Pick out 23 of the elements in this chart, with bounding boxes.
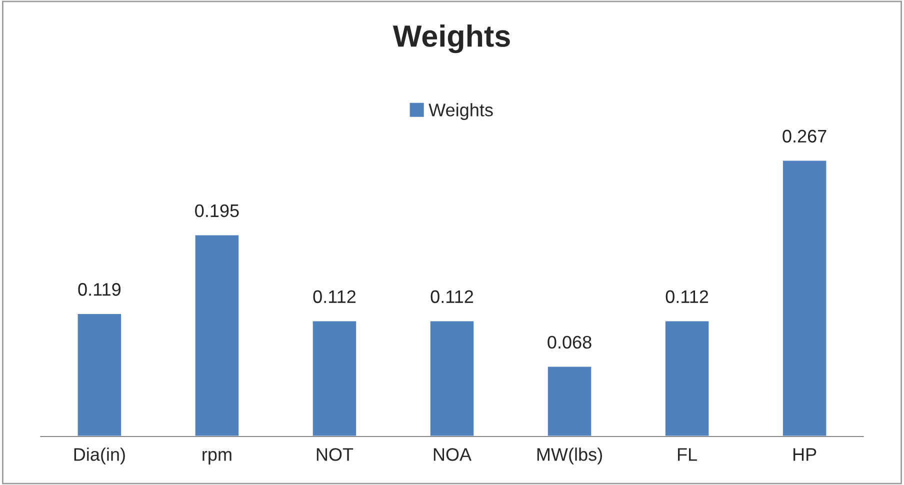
bar	[311, 320, 358, 436]
bar	[194, 234, 240, 436]
data-label: 0.112	[313, 290, 356, 304]
bar	[428, 320, 476, 436]
legend-label: Weights	[428, 103, 493, 120]
x-tick-label: NOA	[434, 448, 472, 461]
x-tick-label: Dia(in)	[74, 448, 125, 464]
x-tick-label: MW(lbs)	[537, 448, 602, 464]
bar	[76, 312, 122, 436]
data-label: 0.195	[195, 204, 239, 218]
bar	[664, 320, 710, 436]
x-tick-label: HP	[794, 448, 816, 461]
data-label: 0.068	[548, 336, 592, 349]
bar	[546, 365, 593, 436]
x-tick-label: NOT	[316, 448, 354, 461]
data-label: 0.112	[430, 290, 474, 304]
data-label: 0.112	[666, 290, 708, 304]
x-tick-label: rpm	[202, 450, 232, 464]
data-label: 0.119	[78, 283, 121, 296]
x-tick-label: FL	[678, 448, 697, 461]
chart-title: Weights	[392, 24, 510, 54]
data-label: 0.267	[782, 130, 826, 143]
bar	[782, 160, 828, 436]
